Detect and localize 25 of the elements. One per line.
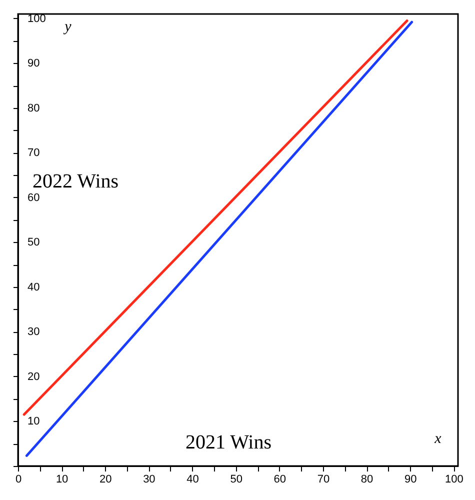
x-tick-label: 60 bbox=[274, 474, 286, 486]
x-tick-label: 30 bbox=[143, 474, 156, 486]
y-tick-label: 30 bbox=[28, 326, 40, 338]
y-axis-title: 2022 Wins bbox=[32, 170, 119, 192]
x-tick-label: 90 bbox=[404, 474, 417, 486]
x-tick-label: 10 bbox=[56, 474, 68, 486]
y-tick-label: 100 bbox=[28, 12, 46, 25]
y-tick-label: 40 bbox=[28, 281, 40, 294]
y-tick-label: 60 bbox=[28, 192, 40, 204]
x-tick-label: 20 bbox=[100, 474, 112, 486]
y-tick-label: 80 bbox=[28, 102, 40, 114]
y-tick-label: 50 bbox=[28, 236, 40, 249]
y-tick-label: 70 bbox=[28, 147, 40, 160]
x-tick-label: 100 bbox=[444, 474, 464, 486]
x-axis-title: 2021 Wins bbox=[185, 432, 272, 454]
y-tick-label: 10 bbox=[28, 416, 40, 428]
annotation: x bbox=[434, 431, 442, 447]
x-tick-label: 50 bbox=[230, 474, 242, 486]
x-tick-label: 40 bbox=[186, 474, 199, 486]
y-tick-label: 90 bbox=[28, 58, 40, 70]
x-tick-label: 80 bbox=[360, 474, 374, 486]
y-tick-label: 20 bbox=[28, 370, 40, 383]
x-tick-label: 70 bbox=[317, 474, 330, 486]
annotation: y bbox=[62, 19, 72, 35]
x-tick-label: 0 bbox=[15, 474, 22, 486]
